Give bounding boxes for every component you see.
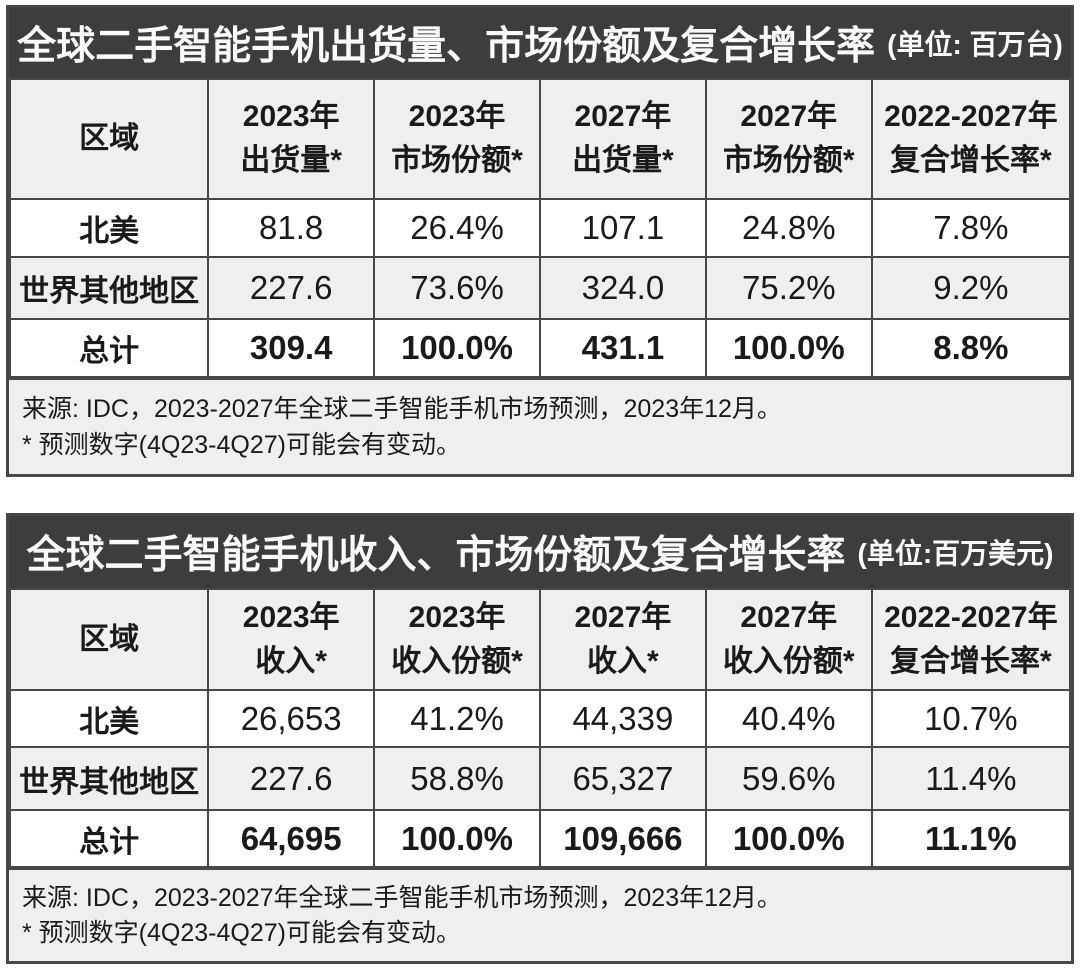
cell-value: 109,666 xyxy=(538,809,707,868)
column-header-cagr: 2022-2027年 复合增长率* xyxy=(870,588,1072,691)
cell-value: 431.1 xyxy=(538,318,707,378)
column-header-line1: 2027年 xyxy=(740,600,838,634)
row-label: 世界其他地区 xyxy=(8,256,210,320)
table-footnotes: 来源: IDC，2023-2027年全球二手智能手机市场预测，2023年12月。… xyxy=(9,378,1071,474)
column-header-line1: 2023年 xyxy=(408,100,506,133)
column-header-region: 区域 xyxy=(8,78,210,200)
column-header-label: 区域 xyxy=(79,622,140,656)
column-header-line2: 收入份额* xyxy=(391,644,523,678)
column-header-label: 区域 xyxy=(79,122,140,155)
revenue-table-card: 全球二手智能手机收入、市场份额及复合增长率 (单位:百万美元) 区域 2023年… xyxy=(6,513,1074,964)
column-header-line1: 2022-2027年 xyxy=(884,600,1058,634)
cell-value: 11.1% xyxy=(870,809,1072,868)
column-header-region: 区域 xyxy=(8,588,210,691)
cell-value: 107.1 xyxy=(538,198,707,258)
shipments-table-card: 全球二手智能手机出货量、市场份额及复合增长率 (单位: 百万台) 区域 2023… xyxy=(6,5,1074,477)
cell-value: 44,339 xyxy=(538,689,707,748)
cell-value: 324.0 xyxy=(538,256,707,320)
table-title-text: 全球二手智能手机出货量、市场份额及复合增长率 xyxy=(17,25,876,68)
table-title-unit: (单位: 百万台) xyxy=(887,29,1063,60)
column-header-2023-share: 2023年 市场份额* xyxy=(373,78,541,200)
forecast-note: * 预测数字(4Q23-4Q27)可能会有变动。 xyxy=(22,919,461,947)
column-header-line1: 2027年 xyxy=(574,600,672,634)
row-label: 总计 xyxy=(8,318,210,378)
column-header-line2: 收入份额* xyxy=(722,644,855,678)
cell-value: 65,327 xyxy=(538,746,707,811)
column-header-line2: 收入* xyxy=(587,644,659,678)
cell-value: 100.0% xyxy=(704,809,873,868)
table-footnotes: 来源: IDC，2023-2027年全球二手智能手机市场预测，2023年12月。… xyxy=(9,868,1071,961)
cell-value: 81.8 xyxy=(207,198,376,258)
cell-value: 100.0% xyxy=(373,809,541,868)
header-row: 区域 2023年 收入* 2023年 收入份额* 2027年 收入* xyxy=(8,588,1072,691)
column-header-line2: 市场份额* xyxy=(391,144,523,177)
cell-value: 75.2% xyxy=(704,256,873,320)
column-header-line1: 2023年 xyxy=(408,600,506,634)
cell-value: 26.4% xyxy=(373,198,541,258)
row-label: 北美 xyxy=(8,689,210,748)
column-header-line2: 市场份额* xyxy=(722,144,855,177)
cell-value: 9.2% xyxy=(870,256,1072,320)
column-header-2027-revenue-share: 2027年 收入份额* xyxy=(704,588,873,691)
column-header-line1: 2022-2027年 xyxy=(884,100,1058,133)
cell-value: 10.7% xyxy=(870,689,1072,748)
table-row-total: 总计 309.4 100.0% 431.1 100.0% 8.8% xyxy=(8,318,1072,378)
column-header-line2: 复合增长率* xyxy=(890,144,1052,177)
source-note: 来源: IDC，2023-2027年全球二手智能手机市场预测，2023年12月。 xyxy=(22,395,782,423)
cell-value: 64,695 xyxy=(207,809,376,868)
column-header-2027-shipments: 2027年 出货量* xyxy=(538,78,707,200)
column-header-line2: 复合增长率* xyxy=(890,644,1052,678)
cell-value: 100.0% xyxy=(373,318,541,378)
column-header-line1: 2027年 xyxy=(574,100,672,133)
cell-value: 24.8% xyxy=(704,198,873,258)
table-row-total: 总计 64,695 100.0% 109,666 100.0% 11.1% xyxy=(8,809,1072,868)
column-header-2023-revenue: 2023年 收入* xyxy=(207,588,376,691)
column-header-line2: 出货量* xyxy=(240,144,342,177)
table-row-rest-of-world: 世界其他地区 227.6 58.8% 65,327 59.6% 11.4% xyxy=(8,746,1072,811)
shipments-table-title: 全球二手智能手机出货量、市场份额及复合增长率 (单位: 百万台) xyxy=(9,8,1071,78)
table-row-north-america: 北美 26,653 41.2% 44,339 40.4% 10.7% xyxy=(8,689,1072,748)
row-label: 总计 xyxy=(8,809,210,868)
cell-value: 26,653 xyxy=(207,689,376,748)
column-header-line2: 收入* xyxy=(255,644,327,678)
column-header-line1: 2027年 xyxy=(740,100,838,133)
cell-value: 309.4 xyxy=(207,318,376,378)
forecast-note: * 预测数字(4Q23-4Q27)可能会有变动。 xyxy=(22,431,461,459)
table-row-north-america: 北美 81.8 26.4% 107.1 24.8% 7.8% xyxy=(8,198,1072,258)
cell-value: 100.0% xyxy=(704,318,873,378)
cell-value: 7.8% xyxy=(870,198,1072,258)
table-title-text: 全球二手智能手机收入、市场份额及复合增长率 xyxy=(26,534,846,577)
table-title-unit: (单位:百万美元) xyxy=(857,538,1054,569)
cell-value: 227.6 xyxy=(207,256,376,320)
column-header-line2: 出货量* xyxy=(572,144,674,177)
cell-value: 40.4% xyxy=(704,689,873,748)
cell-value: 58.8% xyxy=(373,746,541,811)
revenue-table: 区域 2023年 收入* 2023年 收入份额* 2027年 收入* xyxy=(8,588,1072,868)
cell-value: 11.4% xyxy=(870,746,1072,811)
column-header-2023-shipments: 2023年 出货量* xyxy=(207,78,376,200)
cell-value: 59.6% xyxy=(704,746,873,811)
column-header-line1: 2023年 xyxy=(242,600,340,634)
row-label: 世界其他地区 xyxy=(8,746,210,811)
column-header-2027-share: 2027年 市场份额* xyxy=(704,78,873,200)
column-header-2027-revenue: 2027年 收入* xyxy=(538,588,707,691)
shipments-table: 区域 2023年 出货量* 2023年 市场份额* 2027年 出货量* xyxy=(8,78,1072,378)
cell-value: 41.2% xyxy=(373,689,541,748)
cell-value: 227.6 xyxy=(207,746,376,811)
row-label: 北美 xyxy=(8,198,210,258)
column-header-cagr: 2022-2027年 复合增长率* xyxy=(870,78,1072,200)
column-header-line1: 2023年 xyxy=(242,100,340,133)
source-note: 来源: IDC，2023-2027年全球二手智能手机市场预测，2023年12月。 xyxy=(22,884,782,912)
column-header-2023-revenue-share: 2023年 收入份额* xyxy=(373,588,541,691)
header-row: 区域 2023年 出货量* 2023年 市场份额* 2027年 出货量* xyxy=(8,78,1072,200)
cell-value: 8.8% xyxy=(870,318,1072,378)
revenue-table-title: 全球二手智能手机收入、市场份额及复合增长率 (单位:百万美元) xyxy=(9,516,1071,588)
cell-value: 73.6% xyxy=(373,256,541,320)
table-row-rest-of-world: 世界其他地区 227.6 73.6% 324.0 75.2% 9.2% xyxy=(8,256,1072,320)
